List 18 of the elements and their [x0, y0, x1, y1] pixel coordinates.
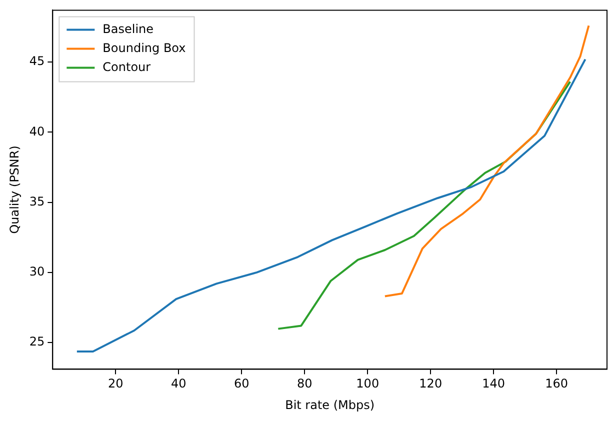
y-tick-label: 35 — [29, 194, 45, 208]
x-tick-label: 160 — [545, 376, 568, 391]
x-tick-label: 60 — [234, 376, 250, 391]
x-tick-label: 100 — [356, 376, 380, 391]
x-tick-label: 20 — [108, 376, 124, 391]
x-tick-label: 40 — [171, 376, 186, 391]
x-tick-label: 120 — [419, 376, 442, 391]
y-tick-label: 40 — [29, 124, 45, 138]
legend-label: Baseline — [102, 22, 154, 36]
x-axis-title: Bit rate (Mbps) — [285, 398, 375, 412]
y-axis-title: Quality (PSNR) — [7, 146, 22, 234]
y-tick-label: 45 — [29, 54, 45, 68]
y-tick-label: 30 — [29, 264, 45, 279]
x-tick-label: 140 — [482, 376, 506, 391]
y-tick-label: 25 — [29, 334, 45, 349]
legend-label: Contour — [102, 60, 151, 74]
x-tick-label: 80 — [296, 376, 312, 391]
legend-label: Bounding Box — [102, 40, 186, 55]
